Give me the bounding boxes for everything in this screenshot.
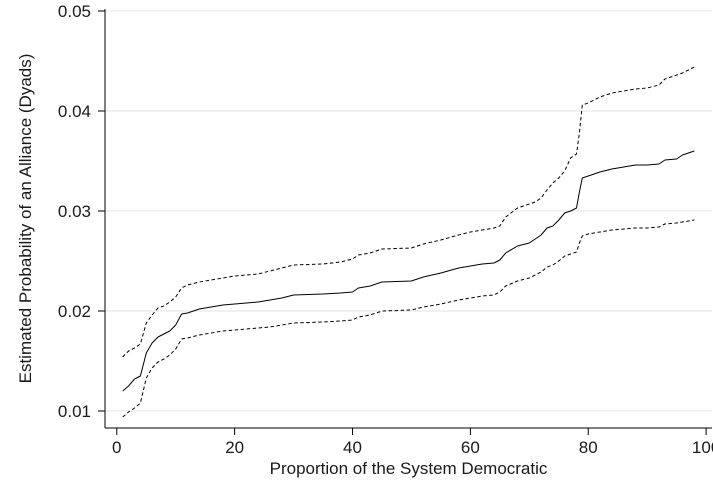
estimate-line-0 [122,150,695,392]
gridlines [105,10,712,412]
x-tick-label: 80 [579,438,598,457]
y-tick-label: 0.05 [58,2,91,21]
x-axis-title: Proportion of the System Democratic [270,459,548,478]
y-tick-label: 0.03 [58,202,91,221]
x-tick-label: 60 [461,438,480,457]
confidence-bound-line-1 [122,66,695,358]
series-lines [122,66,695,418]
x-tick-label: 40 [343,438,362,457]
y-tick-label: 0.01 [58,402,91,421]
axes: 0.01 0.02 0.03 0.04 0.05 0 20 40 60 80 100 [58,2,713,457]
y-axis-title: Estimated Probability of an Alliance (Dy… [16,54,35,384]
confidence-bound-line-2 [122,219,695,418]
x-tick-label: 20 [225,438,244,457]
y-tick-label: 0.04 [58,102,91,121]
x-tick-label: 0 [112,438,121,457]
y-tick-label: 0.02 [58,302,91,321]
x-tick-label: 100 [692,438,713,457]
